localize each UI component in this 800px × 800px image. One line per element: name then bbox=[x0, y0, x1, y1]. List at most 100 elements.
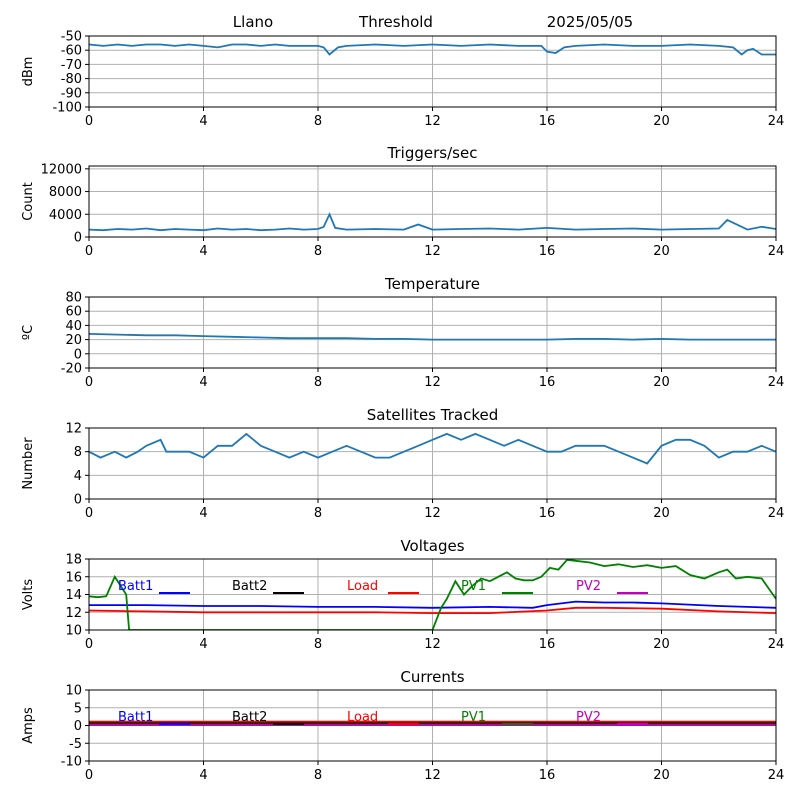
y-tick-label: 4 bbox=[74, 469, 82, 484]
plot-frame bbox=[88, 558, 777, 631]
y-tick-label: 10 bbox=[65, 684, 82, 699]
y-tick-label: -50 bbox=[61, 30, 82, 45]
x-tick-label: 0 bbox=[85, 114, 93, 129]
legend-label-pv2: PV2 bbox=[576, 579, 601, 594]
y-axis-label: Volts bbox=[21, 579, 36, 611]
series-line-pv1 bbox=[89, 559, 776, 630]
series-line-batt-blue bbox=[89, 600, 776, 609]
x-tick-label: 8 bbox=[314, 768, 322, 783]
y-tick-label: 8000 bbox=[49, 185, 82, 200]
x-tick-label: 24 bbox=[768, 375, 785, 390]
y-tick-label: 20 bbox=[65, 333, 82, 348]
x-tick-label: 20 bbox=[653, 244, 670, 259]
series-line-1 bbox=[89, 212, 776, 232]
legend-label-pv1: PV1 bbox=[461, 710, 486, 725]
y-tick-label: 14 bbox=[65, 588, 82, 603]
chart-title: Triggers/sec bbox=[387, 144, 478, 162]
y-tick-label: -60 bbox=[61, 44, 82, 59]
legend-label-batt1: Batt1 bbox=[118, 579, 153, 594]
y-tick-label: 40 bbox=[65, 319, 82, 334]
x-tick-label: 24 bbox=[768, 506, 785, 521]
header-station: Llano bbox=[233, 13, 273, 31]
x-tick-label: 8 bbox=[314, 506, 322, 521]
x-tick-label: 24 bbox=[768, 768, 785, 783]
x-tick-label: 20 bbox=[653, 768, 670, 783]
x-tick-label: 8 bbox=[314, 114, 322, 129]
x-tick-label: 4 bbox=[199, 244, 207, 259]
y-tick-label: 16 bbox=[65, 570, 82, 585]
legend-label-batt1: Batt1 bbox=[118, 710, 153, 725]
y-tick-label: 80 bbox=[65, 291, 82, 306]
plot-frame bbox=[88, 165, 777, 238]
legend-label-pv1: PV1 bbox=[461, 579, 486, 594]
x-tick-label: 12 bbox=[424, 244, 441, 259]
x-tick-label: 4 bbox=[199, 375, 207, 390]
chart-title: Currents bbox=[400, 668, 464, 686]
y-tick-label: -90 bbox=[61, 86, 82, 101]
y-tick-label: 12 bbox=[65, 422, 82, 437]
x-tick-label: 16 bbox=[539, 768, 556, 783]
chart-title: Satellites Tracked bbox=[367, 406, 498, 424]
x-tick-label: 0 bbox=[85, 768, 93, 783]
series-line-1 bbox=[89, 333, 776, 341]
y-tick-label: -80 bbox=[61, 72, 82, 87]
legend-label-batt2: Batt2 bbox=[232, 579, 267, 594]
x-tick-label: 20 bbox=[653, 375, 670, 390]
y-tick-label: 8 bbox=[74, 445, 82, 460]
y-tick-label: -5 bbox=[69, 737, 82, 752]
header-date: 2025/05/05 bbox=[547, 13, 633, 31]
y-axis-label: ºC bbox=[21, 325, 36, 340]
y-tick-label: 12000 bbox=[41, 162, 82, 177]
x-tick-label: 12 bbox=[424, 637, 441, 652]
x-tick-label: 24 bbox=[768, 114, 785, 129]
x-tick-label: 12 bbox=[424, 114, 441, 129]
y-tick-label: 10 bbox=[65, 624, 82, 639]
x-tick-label: 4 bbox=[199, 768, 207, 783]
x-tick-label: 8 bbox=[314, 244, 322, 259]
chart-title: Voltages bbox=[400, 537, 464, 555]
x-tick-label: 24 bbox=[768, 244, 785, 259]
series-line-load bbox=[89, 606, 776, 614]
plot-frame bbox=[88, 35, 777, 108]
y-tick-label: 18 bbox=[65, 553, 82, 568]
x-tick-label: 4 bbox=[199, 637, 207, 652]
chart-panel-5: 0 4 8 12 16 20 24 10 12 14 16 18 Voltages Volts Batt1 B… bbox=[21, 537, 784, 652]
x-tick-label: 20 bbox=[653, 114, 670, 129]
x-tick-label: 12 bbox=[424, 375, 441, 390]
series-line-1 bbox=[89, 43, 776, 56]
x-tick-label: 0 bbox=[85, 375, 93, 390]
y-axis-label: Number bbox=[21, 437, 36, 490]
y-axis-label: dBm bbox=[21, 57, 36, 87]
y-axis-label: Count bbox=[21, 182, 36, 221]
x-tick-label: 8 bbox=[314, 637, 322, 652]
y-tick-label: 0 bbox=[74, 347, 82, 362]
x-tick-label: 12 bbox=[424, 506, 441, 521]
header-mode: Threshold bbox=[358, 13, 433, 31]
y-tick-label: 0 bbox=[74, 493, 82, 508]
plot-frame bbox=[88, 689, 777, 762]
x-tick-label: 0 bbox=[85, 506, 93, 521]
legend-label-load: Load bbox=[347, 710, 378, 725]
legend-label-batt2: Batt2 bbox=[232, 710, 267, 725]
legend-label-pv2: PV2 bbox=[576, 710, 601, 725]
y-tick-label: -10 bbox=[61, 755, 82, 770]
chart-panel-2: 0 4 8 12 16 20 24 0 4000 8000 12000 Triggers/sec Cou… bbox=[21, 144, 784, 259]
y-tick-label: 0 bbox=[74, 231, 82, 246]
plot-frame bbox=[88, 427, 777, 500]
x-tick-label: 16 bbox=[539, 244, 556, 259]
y-tick-label: 5 bbox=[74, 701, 82, 716]
x-tick-label: 16 bbox=[539, 114, 556, 129]
x-tick-label: 24 bbox=[768, 637, 785, 652]
legend-label-load: Load bbox=[347, 579, 378, 594]
y-tick-label: 12 bbox=[65, 606, 82, 621]
y-tick-label: -20 bbox=[61, 362, 82, 377]
x-tick-label: 4 bbox=[199, 114, 207, 129]
x-tick-label: 0 bbox=[85, 637, 93, 652]
y-tick-label: -70 bbox=[61, 58, 82, 73]
x-tick-label: 12 bbox=[424, 768, 441, 783]
y-tick-label: 60 bbox=[65, 305, 82, 320]
y-axis-label: Amps bbox=[21, 707, 36, 744]
x-tick-label: 20 bbox=[653, 506, 670, 521]
